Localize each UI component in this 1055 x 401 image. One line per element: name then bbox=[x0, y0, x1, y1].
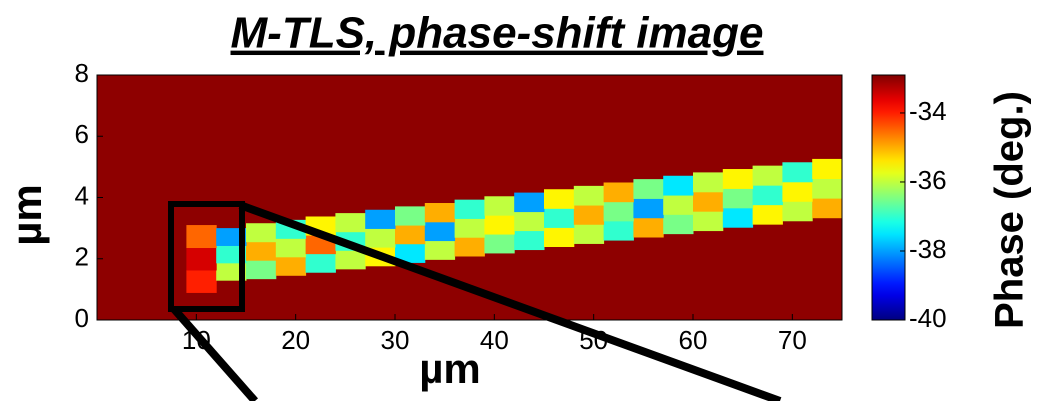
cell bbox=[693, 211, 724, 232]
cell bbox=[454, 199, 485, 219]
y-axis-label: µm bbox=[3, 184, 50, 246]
cell bbox=[424, 203, 456, 223]
x-tick-label: 20 bbox=[281, 325, 310, 355]
zoom-line bbox=[170, 306, 259, 401]
x-axis-label: µm bbox=[419, 345, 481, 392]
cell bbox=[365, 209, 396, 229]
cell bbox=[246, 223, 277, 243]
colorbar bbox=[871, 74, 906, 321]
cell bbox=[544, 189, 575, 209]
cell bbox=[603, 182, 634, 203]
cell bbox=[782, 162, 813, 183]
cell bbox=[216, 262, 247, 281]
cell bbox=[395, 225, 426, 245]
x-tick-label: 60 bbox=[679, 325, 708, 355]
cell bbox=[514, 230, 545, 251]
cell bbox=[693, 191, 724, 212]
cell bbox=[335, 213, 366, 233]
cell bbox=[722, 207, 754, 228]
colorbar-tick-label: -38 bbox=[909, 234, 947, 264]
cell bbox=[573, 224, 605, 244]
cell bbox=[275, 238, 307, 258]
cell bbox=[633, 217, 664, 238]
cell bbox=[275, 256, 307, 276]
y-tick-label: 8 bbox=[75, 58, 89, 88]
cell bbox=[484, 196, 515, 216]
cell bbox=[812, 158, 843, 180]
cell bbox=[544, 227, 575, 247]
cell bbox=[186, 247, 217, 271]
chart-title: M-TLS, phase-shift image bbox=[231, 9, 764, 58]
cell bbox=[454, 218, 485, 238]
cell bbox=[454, 237, 485, 257]
cell bbox=[484, 234, 515, 254]
cell bbox=[484, 215, 515, 235]
cell bbox=[693, 172, 724, 193]
plot: 1020304050607002468-34-36-38-40 bbox=[75, 58, 947, 355]
cell bbox=[812, 198, 843, 219]
cell bbox=[752, 165, 783, 186]
cell bbox=[335, 250, 366, 270]
cell bbox=[663, 214, 694, 235]
cell bbox=[216, 228, 247, 246]
cell bbox=[663, 175, 694, 196]
cell bbox=[365, 228, 396, 248]
cell bbox=[812, 178, 843, 199]
cell bbox=[722, 169, 754, 189]
cell bbox=[544, 208, 575, 228]
zoom-box bbox=[168, 201, 245, 312]
cell bbox=[186, 269, 217, 293]
cell bbox=[752, 185, 783, 206]
x-tick-label: 30 bbox=[381, 325, 410, 355]
cell bbox=[573, 185, 605, 206]
cell bbox=[186, 225, 217, 249]
cell bbox=[633, 198, 664, 219]
cell bbox=[782, 201, 813, 222]
zoom-line bbox=[238, 201, 782, 401]
cell bbox=[663, 195, 694, 215]
cell bbox=[782, 181, 813, 202]
cell bbox=[305, 253, 336, 273]
cell bbox=[514, 211, 545, 232]
x-tick-label: 40 bbox=[480, 325, 509, 355]
cell bbox=[424, 240, 456, 260]
x-tick-label: 70 bbox=[778, 325, 807, 355]
cell bbox=[573, 205, 605, 225]
cell bbox=[395, 206, 426, 226]
cell bbox=[722, 188, 754, 209]
y-tick-label: 4 bbox=[75, 180, 89, 210]
colorbar-tick-label: -36 bbox=[909, 165, 947, 195]
cell bbox=[633, 179, 664, 199]
colorbar-tick-label: -40 bbox=[909, 303, 947, 333]
cell bbox=[603, 201, 634, 222]
colorbar-tick-label: -34 bbox=[909, 96, 947, 126]
cell bbox=[216, 245, 247, 264]
y-tick-label: 6 bbox=[75, 119, 89, 149]
colorbar-label: Phase (deg.) bbox=[988, 91, 1032, 329]
cell bbox=[246, 260, 277, 280]
cell bbox=[424, 221, 456, 242]
y-tick-label: 2 bbox=[75, 242, 89, 272]
cell bbox=[395, 243, 426, 263]
cell bbox=[514, 192, 545, 213]
y-tick-label: 0 bbox=[75, 303, 89, 333]
cell bbox=[603, 220, 634, 241]
cell bbox=[246, 241, 277, 261]
cell bbox=[752, 204, 783, 225]
